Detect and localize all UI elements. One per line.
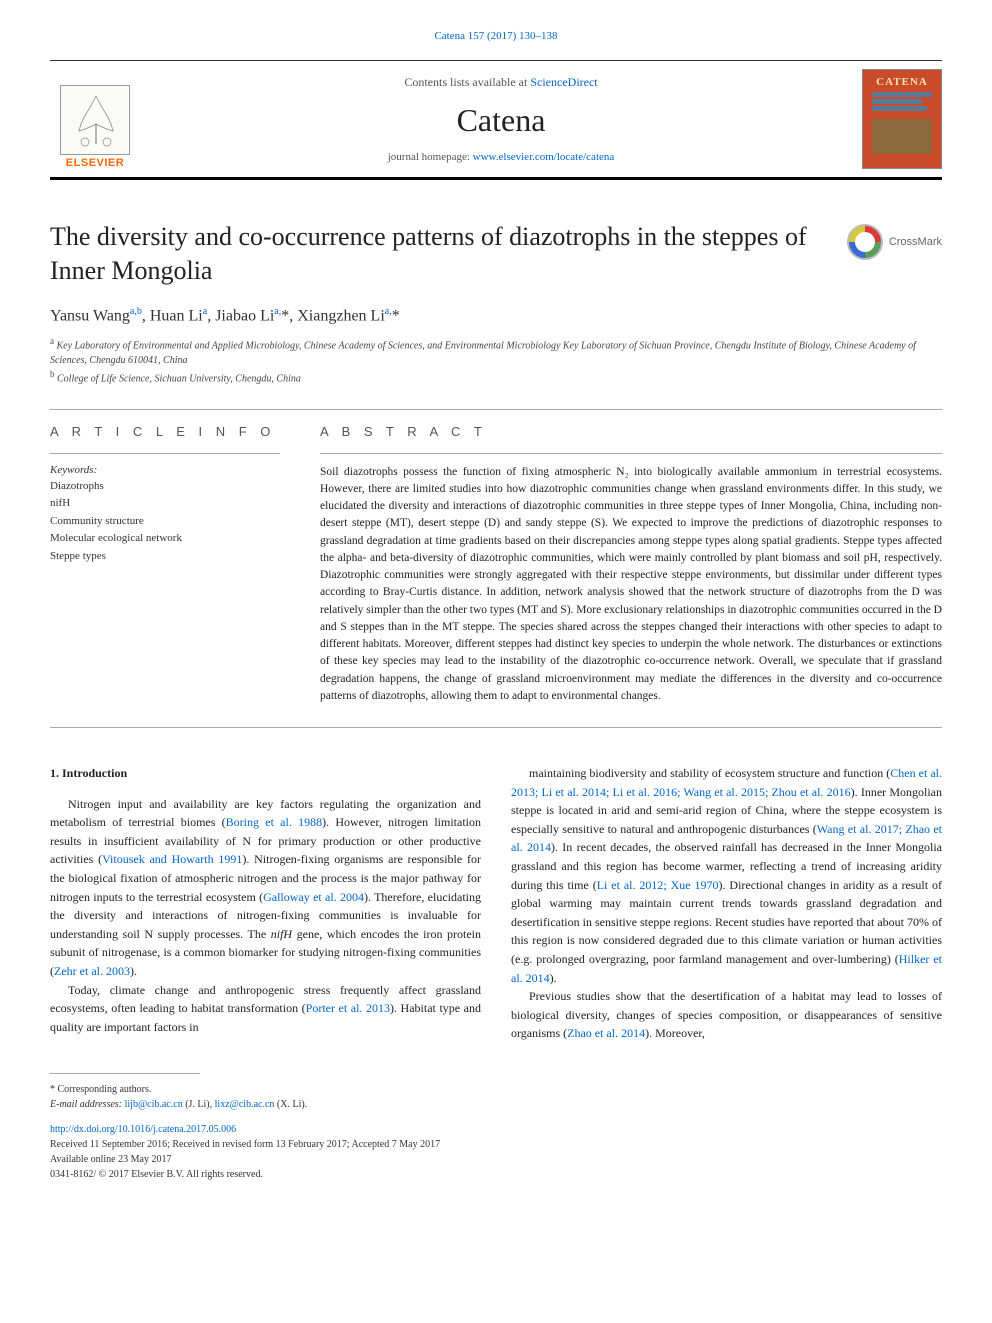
- abstract-heading: A B S T R A C T: [320, 424, 942, 439]
- available-line: Available online 23 May 2017: [50, 1152, 942, 1167]
- header-center: Contents lists available at ScienceDirec…: [140, 75, 862, 163]
- divider: [50, 409, 942, 410]
- keyword-item: Molecular ecological network: [50, 530, 280, 548]
- keyword-item: Community structure: [50, 513, 280, 531]
- copyright-line: 0341-8162/ © 2017 Elsevier B.V. All righ…: [50, 1167, 942, 1182]
- footer: * Corresponding authors. E-mail addresse…: [50, 1082, 942, 1182]
- elsevier-tree-icon: [60, 85, 130, 155]
- cover-image-icon: [872, 119, 932, 154]
- keyword-item: nifH: [50, 495, 280, 513]
- keyword-item: Steppe types: [50, 548, 280, 566]
- body-paragraph: maintaining biodiversity and stability o…: [511, 764, 942, 987]
- affiliations: a Key Laboratory of Environmental and Ap…: [50, 335, 942, 387]
- article-title: The diversity and co-occurrence patterns…: [50, 220, 827, 288]
- body-column-left: 1. Introduction Nitrogen input and avail…: [50, 764, 481, 1043]
- abstract-column: A B S T R A C T Soil diazotrophs possess…: [320, 424, 942, 706]
- footer-separator: [50, 1073, 200, 1074]
- corresponding-authors: * Corresponding authors.: [50, 1082, 942, 1097]
- email-2[interactable]: lixz@cib.ac.cn: [215, 1099, 275, 1110]
- info-divider: [50, 453, 280, 454]
- keyword-item: Diazotrophs: [50, 478, 280, 496]
- homepage-prefix: journal homepage:: [388, 151, 473, 163]
- abstract-divider: [320, 453, 942, 454]
- keywords-list: DiazotrophsnifHCommunity structureMolecu…: [50, 478, 280, 566]
- cover-bars: [872, 92, 932, 113]
- body-column-right: maintaining biodiversity and stability o…: [511, 764, 942, 1043]
- received-line: Received 11 September 2016; Received in …: [50, 1137, 942, 1152]
- crossmark-badge[interactable]: CrossMark: [847, 224, 942, 260]
- email-1[interactable]: lijb@cib.ac.cn: [125, 1099, 183, 1110]
- email-line: E-mail addresses: lijb@cib.ac.cn (J. Li)…: [50, 1097, 942, 1112]
- cover-title: CATENA: [876, 76, 928, 88]
- journal-name: Catena: [140, 102, 862, 139]
- homepage-line: journal homepage: www.elsevier.com/locat…: [140, 151, 862, 163]
- email-2-name: (X. Li).: [277, 1099, 307, 1110]
- journal-cover-thumbnail[interactable]: CATENA: [862, 69, 942, 169]
- article-info-column: A R T I C L E I N F O Keywords: Diazotro…: [50, 424, 280, 706]
- intro-heading: 1. Introduction: [50, 764, 481, 783]
- article-info-heading: A R T I C L E I N F O: [50, 424, 280, 439]
- authors-line: Yansu Wanga,b, Huan Lia, Jiabao Lia,*, X…: [50, 306, 942, 325]
- keywords-label: Keywords:: [50, 464, 280, 476]
- contents-prefix: Contents lists available at: [404, 75, 530, 89]
- body-paragraph: Today, climate change and anthropogenic …: [50, 981, 481, 1037]
- doi-link[interactable]: http://dx.doi.org/10.1016/j.catena.2017.…: [50, 1122, 942, 1137]
- affiliation-b: b College of Life Science, Sichuan Unive…: [50, 368, 942, 386]
- journal-reference: Catena 157 (2017) 130–138: [50, 30, 942, 42]
- homepage-link[interactable]: www.elsevier.com/locate/catena: [473, 151, 615, 163]
- body-two-column: 1. Introduction Nitrogen input and avail…: [50, 764, 942, 1043]
- info-abstract-row: A R T I C L E I N F O Keywords: Diazotro…: [50, 424, 942, 706]
- divider-2: [50, 727, 942, 728]
- body-paragraph: Previous studies show that the desertifi…: [511, 987, 942, 1043]
- sciencedirect-link[interactable]: ScienceDirect: [530, 75, 597, 89]
- body-paragraph: Nitrogen input and availability are key …: [50, 795, 481, 981]
- affiliation-a: a Key Laboratory of Environmental and Ap…: [50, 335, 942, 368]
- title-row: The diversity and co-occurrence patterns…: [50, 220, 942, 288]
- email-1-name: (J. Li),: [185, 1099, 212, 1110]
- abstract-text: Soil diazotrophs possess the function of…: [320, 464, 942, 706]
- contents-line: Contents lists available at ScienceDirec…: [140, 75, 862, 90]
- elsevier-logo[interactable]: ELSEVIER: [50, 69, 140, 169]
- elsevier-label: ELSEVIER: [66, 157, 124, 169]
- crossmark-icon: [847, 224, 883, 260]
- header-box: ELSEVIER Contents lists available at Sci…: [50, 61, 942, 180]
- crossmark-label: CrossMark: [889, 236, 942, 248]
- email-label: E-mail addresses:: [50, 1099, 122, 1110]
